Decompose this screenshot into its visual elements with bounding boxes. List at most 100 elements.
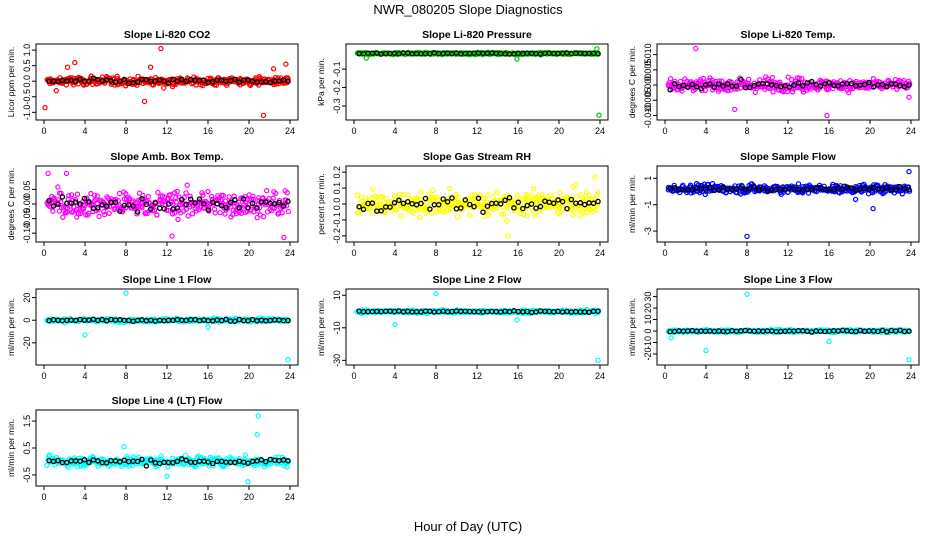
x-tick-label: 16	[824, 126, 834, 136]
data-point	[105, 195, 112, 201]
data-point	[242, 452, 248, 458]
data-point	[106, 210, 112, 216]
data-point	[434, 194, 440, 200]
mean-point	[480, 209, 486, 215]
mean-point	[497, 201, 504, 207]
mean-point	[165, 80, 172, 86]
data-point	[383, 196, 389, 202]
data-point	[226, 194, 232, 200]
mean-point	[72, 199, 79, 205]
data-point	[184, 182, 190, 188]
mean-point	[906, 328, 912, 334]
points	[354, 46, 602, 118]
mean-point	[559, 198, 566, 205]
mean-point	[143, 463, 150, 469]
y-axis-label: degrees C per min.	[6, 168, 16, 240]
x-tick-label: 4	[703, 126, 708, 136]
x-tick-label: 0	[662, 371, 667, 381]
y-tick-label: 0	[643, 329, 653, 334]
mean-point	[165, 201, 172, 207]
mean-point	[46, 197, 52, 204]
x-tick-label: 24	[285, 126, 295, 136]
mean-point	[738, 185, 744, 191]
mean-point	[879, 81, 886, 88]
x-tick-label: 12	[472, 248, 482, 258]
data-point	[593, 207, 600, 213]
x-tick-label: 4	[392, 371, 397, 381]
y-axis-label: percent per min.	[316, 173, 326, 234]
outlier-point	[169, 233, 175, 239]
data-point	[101, 208, 107, 215]
data-point	[237, 82, 243, 88]
x-tick-label: 20	[865, 371, 875, 381]
mean-point	[240, 196, 247, 202]
data-point	[479, 202, 485, 208]
x-tick-label: 16	[513, 371, 523, 381]
x-tick-label: 16	[513, 248, 523, 258]
data-point	[559, 206, 566, 213]
mean-point	[689, 81, 695, 88]
data-point	[557, 190, 564, 196]
mean-point	[502, 197, 508, 204]
panel-title: Slope Gas Stream RH	[423, 151, 531, 163]
y-tick-label: 1.5	[22, 415, 32, 428]
mean-point	[755, 187, 762, 193]
mean-point	[879, 186, 886, 193]
y-tick-label: -1	[643, 201, 653, 209]
mean-point	[192, 200, 198, 206]
x-tick-label: 8	[123, 492, 128, 502]
points	[665, 168, 913, 240]
x-tick-label: 0	[351, 126, 356, 136]
mean-point	[413, 202, 420, 208]
mean-point	[453, 206, 460, 212]
outlier-point	[870, 205, 876, 212]
data-point	[273, 190, 279, 197]
data-point	[94, 193, 101, 199]
outlier-point	[53, 87, 60, 94]
data-point	[144, 210, 150, 217]
mean-point	[77, 201, 83, 207]
x-tick-label: 8	[123, 248, 128, 258]
x-tick-label: 8	[433, 126, 438, 136]
mean-point	[671, 184, 678, 191]
mean-point	[276, 199, 282, 206]
mean-point	[174, 458, 181, 465]
mean-point	[515, 199, 522, 206]
data-point	[60, 214, 66, 220]
data-point	[742, 190, 748, 196]
y-tick-label: 0.1	[332, 182, 342, 195]
data-point	[443, 204, 449, 210]
mean-point	[99, 202, 105, 208]
outlier-point	[260, 112, 267, 119]
x-tick-label: 16	[824, 248, 834, 258]
outlier-point	[703, 347, 709, 354]
y-tick-label: 0.0	[332, 198, 342, 211]
data-point	[412, 207, 419, 213]
outlier-point	[245, 479, 251, 485]
outlier-point	[285, 357, 291, 363]
data-point	[389, 205, 396, 211]
panel-4: Slope Gas Stream RH0 4 8 12 16 20 24-0.2-0.10.…	[316, 151, 609, 258]
mean-point	[249, 200, 256, 207]
mean-point	[405, 198, 411, 205]
mean-point	[196, 196, 203, 202]
data-point	[139, 204, 145, 211]
x-tick-label: 0	[41, 492, 46, 502]
panel-9: Slope Line 4 (LT) Flow 0 4 8 12 16 20 24 -0.5 0.5…	[6, 395, 299, 502]
x-tick-label: 20	[244, 126, 254, 136]
data-point	[788, 76, 795, 83]
data-point	[175, 216, 181, 223]
data-point	[205, 188, 211, 195]
y-tick-label: -0.2	[332, 228, 342, 244]
mean-point	[174, 205, 181, 211]
data-point	[210, 463, 216, 469]
outlier-point	[732, 106, 738, 113]
data-point	[677, 78, 684, 85]
panel-0: Slope Li-820 CO2 0 4 8 12 16 20 24 -1.0-0.50.0 0.…	[6, 29, 299, 136]
mean-point	[550, 200, 557, 207]
data-point	[72, 196, 79, 203]
mean-point	[848, 185, 855, 191]
data-point	[67, 203, 74, 209]
mean-point	[369, 200, 376, 206]
